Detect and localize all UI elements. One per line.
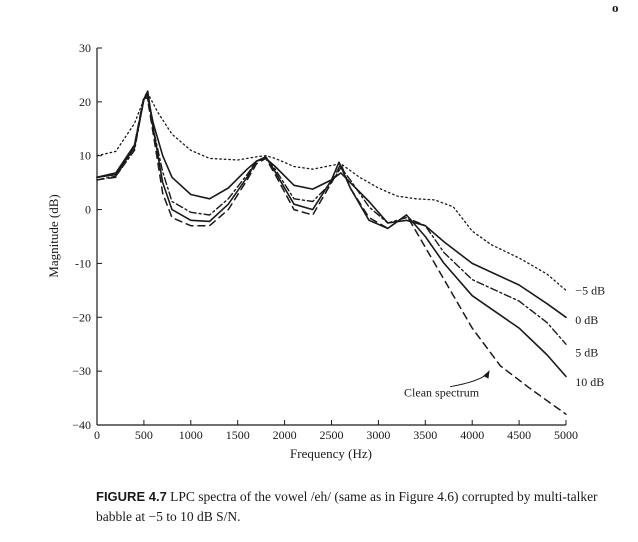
- y-tick-label: −40: [72, 418, 91, 432]
- y-tick-label: -10: [75, 256, 91, 270]
- series-label: 10 dB: [575, 375, 604, 389]
- y-tick-label: 10: [79, 149, 91, 163]
- series-label: 5 dB: [575, 345, 598, 359]
- series-line-4: [96, 93, 567, 415]
- lpc-spectra-chart: −40 −30 −20 -10 0 10 20 30 0 500 1000 1500 2000 2500 3…: [46, 41, 605, 461]
- x-tick-label: 3500: [413, 428, 437, 442]
- x-axis-label: Frequency (Hz): [290, 446, 372, 461]
- series-group: [96, 90, 567, 415]
- series-line-3: [96, 90, 567, 378]
- y-tick-label: −30: [72, 364, 91, 378]
- figure-caption: FIGURE 4.7 LPC spectra of the vowel /eh/…: [96, 487, 616, 527]
- x-tick-label: 5000: [554, 428, 578, 442]
- page-number: o: [612, 0, 619, 15]
- figure-caption-text: LPC spectra of the vowel /eh/ (same as i…: [96, 489, 598, 524]
- x-tick-label: 3000: [366, 428, 390, 442]
- series-label: 0 dB: [575, 313, 598, 327]
- x-tick-label: 0: [94, 428, 100, 442]
- y-tick-label: −20: [72, 310, 91, 324]
- figure-label: FIGURE 4.7: [96, 489, 167, 504]
- series-label: −5 dB: [575, 283, 605, 297]
- series-line-0: [96, 95, 567, 292]
- series-line-1: [96, 95, 567, 319]
- x-tick-label: 1500: [226, 428, 250, 442]
- y-tick-label: 30: [79, 41, 91, 55]
- y-tick-label: 20: [79, 95, 91, 109]
- x-tick-label: 4500: [507, 428, 531, 442]
- x-tick-label: 2000: [273, 428, 297, 442]
- x-tick-label: 500: [135, 428, 153, 442]
- y-axis-label: Magnitude (dB): [46, 194, 61, 277]
- annotation-arrow: [449, 370, 490, 388]
- annotation-clean-spectrum: Clean spectrum: [404, 386, 480, 400]
- x-tick-label: 2500: [320, 428, 344, 442]
- series-labels: −5 dB 0 dB 5 dB 10 dB Clean spectrum: [404, 283, 605, 399]
- x-tick-label: 1000: [179, 428, 203, 442]
- y-tick-label: 0: [85, 203, 91, 217]
- series-line-2: [96, 93, 567, 345]
- axes: −40 −30 −20 -10 0 10 20 30 0 500 1000 1500 2000 2500 3…: [72, 41, 578, 442]
- x-tick-label: 4000: [460, 428, 484, 442]
